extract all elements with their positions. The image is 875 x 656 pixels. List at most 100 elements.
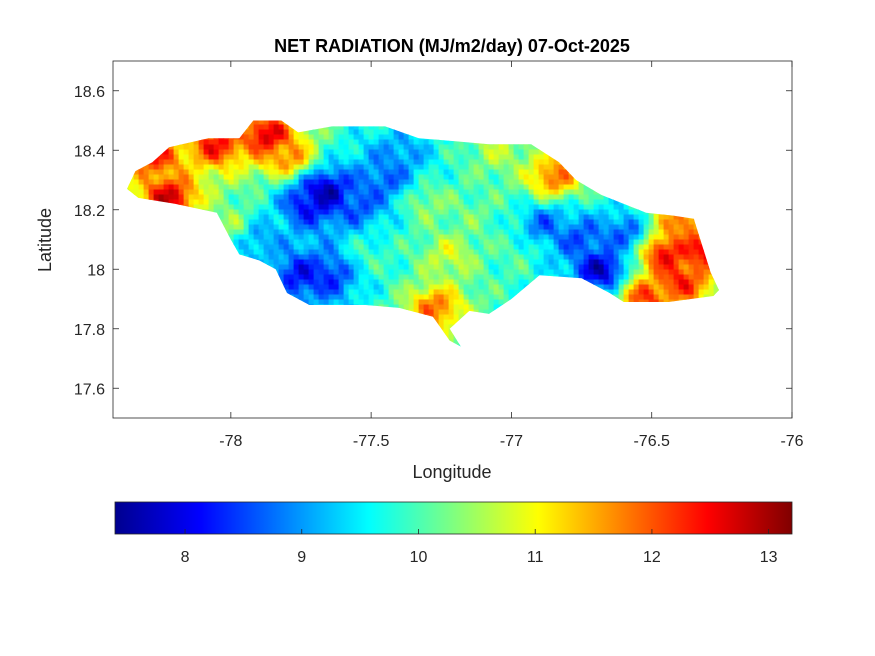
heatmap-cell (398, 120, 405, 126)
heatmap-cell (183, 279, 190, 286)
heatmap-cell (548, 309, 555, 316)
heatmap-cell (393, 229, 400, 236)
heatmap-cell (303, 229, 310, 236)
heatmap-cell (163, 279, 170, 286)
heatmap-cell (448, 209, 455, 216)
heatmap-cell (163, 129, 170, 136)
heatmap-cell (618, 139, 625, 146)
heatmap-cell (468, 159, 475, 166)
heatmap-cell (203, 279, 210, 286)
heatmap-cell (513, 244, 520, 251)
heatmap-cell (183, 174, 190, 181)
heatmap-cell (603, 304, 610, 311)
heatmap-cell (313, 154, 320, 161)
heatmap-cell (478, 254, 485, 261)
heatmap-cell (638, 149, 645, 156)
heatmap-cell (658, 144, 665, 151)
heatmap-cell (153, 269, 160, 276)
heatmap-cell (678, 214, 685, 221)
heatmap-cell (568, 209, 575, 216)
heatmap-cell (348, 314, 355, 321)
heatmap-cell (368, 174, 375, 181)
heatmap-cell (333, 249, 340, 256)
heatmap-cell (183, 189, 190, 196)
heatmap-cell (318, 184, 325, 191)
heatmap-cell (493, 189, 500, 196)
heatmap-cell (583, 224, 590, 231)
heatmap-cell (158, 139, 165, 146)
heatmap-cell (724, 225, 730, 231)
heatmap-cell (628, 184, 635, 191)
heatmap-cell (138, 189, 145, 196)
heatmap-cell (468, 124, 475, 131)
heatmap-cell (568, 120, 575, 126)
heatmap-cell (673, 274, 680, 281)
heatmap-cell (613, 294, 620, 301)
heatmap-cell (283, 124, 290, 131)
heatmap-cell (298, 219, 305, 226)
heatmap-cell (718, 134, 719, 141)
heatmap-cell (553, 164, 560, 171)
heatmap-cell (613, 304, 620, 311)
heatmap-cell (493, 204, 500, 211)
heatmap-cell (158, 264, 165, 271)
heatmap-cell (348, 279, 355, 286)
heatmap-cell (283, 249, 290, 256)
heatmap-cell (583, 124, 590, 131)
heatmap-cell (373, 234, 380, 241)
heatmap-cell (543, 169, 550, 176)
heatmap-cell (298, 229, 305, 236)
heatmap-cell (223, 274, 230, 281)
heatmap-cell (378, 309, 385, 316)
heatmap-cell (203, 249, 210, 256)
heatmap-cell (648, 284, 655, 291)
heatmap-cell (153, 299, 160, 306)
heatmap-cell (153, 164, 160, 171)
heatmap-cell (528, 134, 535, 141)
heatmap-cell (119, 260, 125, 266)
heatmap-cell (508, 279, 515, 286)
heatmap-cell (378, 209, 385, 216)
heatmap-cell (443, 124, 450, 131)
heatmap-cell (498, 244, 505, 251)
heatmap-cell (673, 134, 680, 141)
heatmap-cell (603, 199, 610, 206)
heatmap-cell (288, 169, 295, 176)
heatmap-cell (628, 234, 635, 241)
heatmap-cell (718, 209, 719, 216)
heatmap-cell (148, 179, 155, 186)
heatmap-cell (528, 144, 535, 151)
heatmap-cell (448, 139, 455, 146)
heatmap-cell (143, 239, 150, 246)
heatmap-cell (378, 264, 385, 271)
heatmap-cell (143, 164, 150, 171)
heatmap-cell (493, 129, 500, 136)
heatmap-cell (724, 290, 730, 296)
heatmap-cell (163, 169, 170, 176)
heatmap-cell (724, 265, 730, 271)
heatmap-cell (273, 304, 280, 311)
heatmap-cell (458, 274, 465, 281)
heatmap-cell (543, 279, 550, 286)
heatmap-cell (308, 279, 315, 286)
heatmap-cell (358, 264, 365, 271)
heatmap-cell (293, 284, 300, 291)
heatmap-cell (624, 115, 630, 121)
heatmap-cell (218, 314, 225, 321)
heatmap-cell (423, 254, 430, 261)
heatmap-cell (159, 115, 165, 121)
heatmap-cell (158, 214, 165, 221)
heatmap-cell (558, 209, 565, 216)
heatmap-cell (538, 269, 545, 276)
heatmap-cell (668, 299, 675, 306)
heatmap-cell (398, 239, 405, 246)
heatmap-cell (578, 184, 585, 191)
heatmap-cell (173, 139, 180, 146)
heatmap-cell (548, 274, 555, 281)
heatmap-cell (308, 224, 315, 231)
heatmap-cell (623, 209, 630, 216)
heatmap-cell (138, 184, 145, 191)
heatmap-cell (703, 179, 710, 186)
heatmap-cell (293, 154, 300, 161)
heatmap-cell (658, 184, 665, 191)
